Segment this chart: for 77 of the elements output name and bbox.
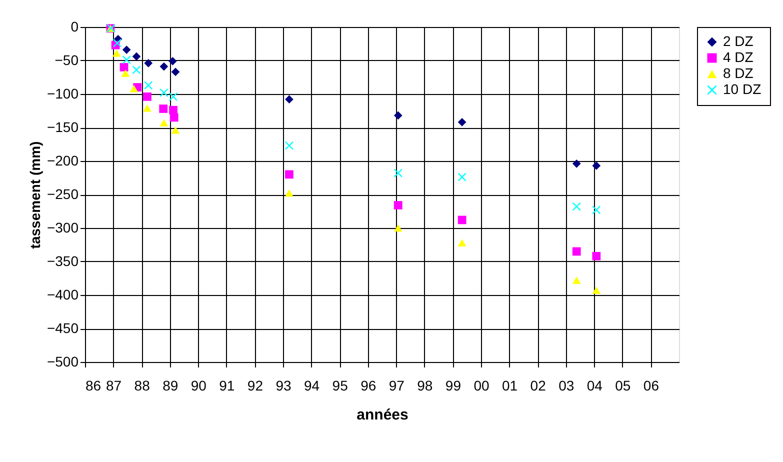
y-tick-label: −150 bbox=[46, 119, 79, 135]
y-tick-label: 0 bbox=[70, 18, 79, 34]
x-tick-label: 06 bbox=[643, 378, 660, 394]
legend-label: 2 DZ bbox=[723, 33, 754, 49]
x-tick-label: 86 bbox=[86, 378, 102, 394]
x-tick-label: 93 bbox=[276, 378, 292, 394]
point bbox=[144, 58, 153, 68]
point bbox=[572, 202, 581, 211]
point bbox=[160, 119, 168, 126]
point bbox=[120, 63, 128, 72]
x-tick-label: 89 bbox=[162, 378, 178, 394]
y-tick-label: −500 bbox=[46, 354, 79, 370]
point bbox=[394, 201, 402, 210]
x-tick-label: 90 bbox=[190, 378, 207, 394]
y-tick-label: −300 bbox=[46, 220, 79, 236]
point bbox=[458, 239, 466, 246]
x-tick-label: 98 bbox=[417, 378, 433, 394]
x-tick-label: 87 bbox=[106, 378, 122, 394]
y-tick-label: −200 bbox=[46, 152, 79, 168]
point bbox=[168, 56, 177, 66]
point bbox=[592, 286, 601, 294]
point bbox=[160, 88, 168, 97]
y-tick-label: −450 bbox=[46, 320, 79, 336]
x-tick-label: 95 bbox=[332, 378, 348, 394]
point bbox=[130, 85, 138, 92]
point bbox=[171, 126, 180, 134]
point bbox=[285, 95, 294, 104]
x-tick-label: 96 bbox=[360, 378, 376, 394]
legend-label: 4 DZ bbox=[723, 49, 754, 65]
point bbox=[458, 118, 466, 126]
y-tick-label: −250 bbox=[46, 186, 79, 202]
point bbox=[122, 56, 131, 64]
legend-label: 10 DZ bbox=[723, 81, 762, 97]
point bbox=[458, 172, 466, 182]
point bbox=[160, 62, 168, 71]
point bbox=[285, 190, 294, 197]
x-tick-label: 88 bbox=[134, 378, 150, 394]
y-tick-label: −400 bbox=[46, 286, 79, 302]
x-tick-label: 03 bbox=[558, 378, 574, 394]
point bbox=[572, 276, 581, 284]
y-tick-label: −350 bbox=[46, 253, 79, 269]
point bbox=[132, 66, 141, 74]
point bbox=[143, 104, 152, 112]
legend-label: 8 DZ bbox=[723, 65, 754, 81]
x-tick-label: 01 bbox=[502, 378, 518, 394]
y-tick-label: −50 bbox=[54, 52, 79, 68]
x-axis-title: années bbox=[356, 406, 408, 424]
point bbox=[458, 216, 466, 224]
point bbox=[121, 70, 130, 77]
x-tick-label: 00 bbox=[474, 378, 490, 394]
point bbox=[572, 247, 581, 256]
y-tick-label: −100 bbox=[46, 86, 79, 102]
x-tick-label: 04 bbox=[586, 378, 603, 394]
x-tick-label: 91 bbox=[219, 378, 235, 394]
point bbox=[592, 162, 601, 170]
x-tick-label: 02 bbox=[530, 378, 546, 394]
x-tick-label: 92 bbox=[247, 378, 264, 394]
point bbox=[572, 159, 581, 168]
point bbox=[170, 113, 178, 122]
point bbox=[394, 111, 402, 120]
y-axis-title: tassement (mm) bbox=[26, 141, 43, 249]
point bbox=[171, 68, 180, 76]
x-tick-label: 99 bbox=[445, 378, 462, 394]
point bbox=[159, 104, 168, 113]
point bbox=[394, 168, 402, 178]
point bbox=[592, 252, 601, 260]
point bbox=[285, 141, 294, 150]
point bbox=[122, 46, 131, 54]
point bbox=[285, 170, 294, 179]
x-tick-label: 94 bbox=[304, 378, 320, 394]
x-tick-label: 97 bbox=[388, 378, 405, 394]
point bbox=[394, 224, 402, 232]
x-tick-label: 05 bbox=[615, 378, 631, 394]
point bbox=[592, 206, 601, 214]
point bbox=[132, 52, 141, 61]
point bbox=[143, 92, 152, 101]
point bbox=[112, 50, 121, 57]
